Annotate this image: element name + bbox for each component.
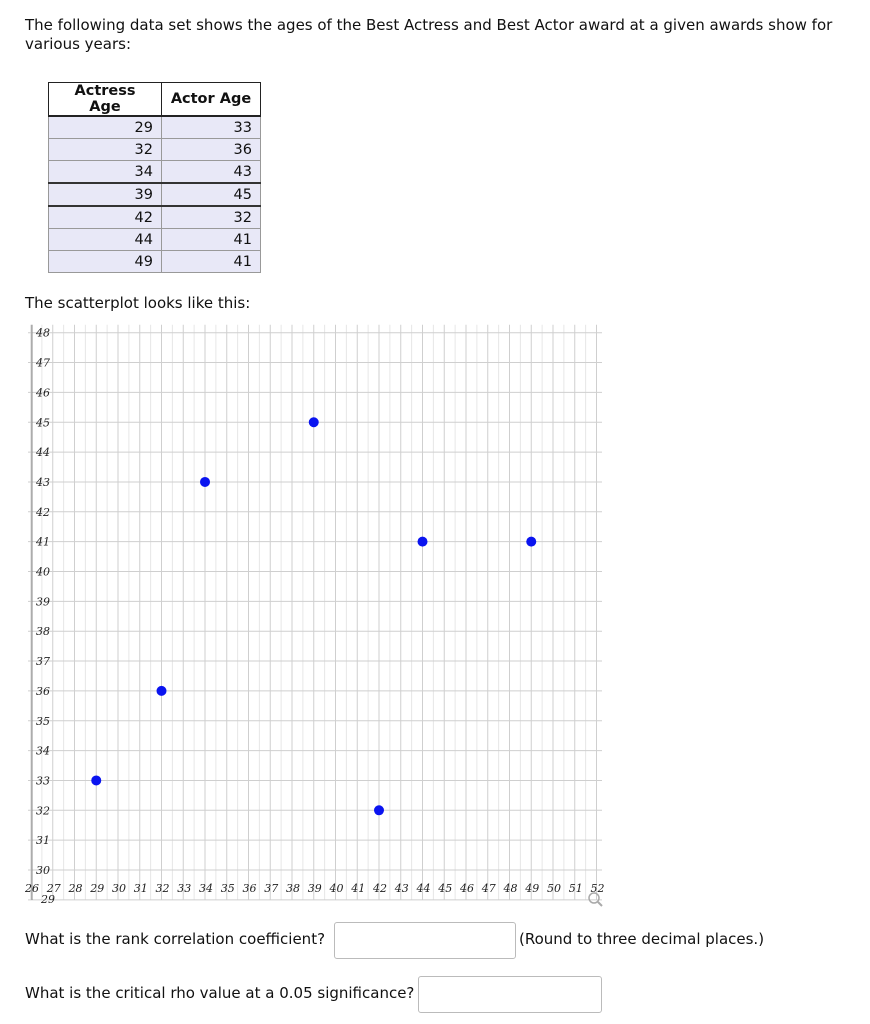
intro-text: The following data set shows the ages of…: [25, 16, 833, 53]
table-row: 32 36: [48, 138, 261, 161]
y-tick-label: 33: [36, 774, 50, 787]
x-tick-label: 36: [243, 882, 257, 895]
table-row: 39 45: [48, 182, 261, 207]
x-tick-label: 38: [286, 882, 300, 895]
actor-age-cell: 41: [161, 228, 261, 251]
column-header-actress-age: Actress Age: [48, 82, 162, 117]
y-tick-label: 30: [36, 864, 50, 877]
x-tick-label: 29: [89, 882, 104, 895]
x-tick-label: 34: [199, 882, 213, 895]
rank-correlation-question: What is the rank correlation coefficient…: [25, 930, 326, 948]
x-tick-label: 41: [350, 882, 365, 895]
actress-age-cell: 42: [48, 205, 162, 229]
actor-age-cell: 41: [161, 250, 261, 273]
data-point: [308, 417, 319, 428]
column-header-actor-age: Actor Age: [161, 82, 261, 117]
x-tick-label: 45: [437, 882, 452, 895]
x-tick-label: 32: [156, 882, 170, 895]
actress-age-cell: 49: [48, 250, 162, 273]
y-tick-label: 46: [35, 386, 50, 399]
actor-age-cell: 36: [161, 138, 261, 161]
y-tick-label: 40: [35, 566, 50, 579]
x-tick-label: 42: [372, 882, 387, 895]
x-tick-label: 43: [394, 882, 409, 895]
actress-age-cell: 34: [48, 160, 162, 184]
table-header-row: Actress Age Actor Age: [48, 82, 261, 117]
actress-age-cell: 44: [48, 228, 162, 251]
y-tick-label: 36: [36, 685, 50, 698]
actor-age-cell: 45: [161, 182, 261, 207]
x-tick-label: 40: [329, 882, 344, 895]
x-tick-label: 31: [134, 882, 148, 895]
critical-rho-input[interactable]: [418, 976, 602, 1013]
y-tick-label: 41: [35, 536, 50, 549]
y-tick-label: 37: [36, 655, 50, 668]
x-origin-label: 29: [40, 893, 55, 906]
data-point: [417, 536, 428, 547]
data-point: [91, 775, 102, 786]
x-tick-label: 44: [416, 882, 431, 895]
data-point: [526, 536, 537, 547]
x-tick-label: 47: [481, 882, 496, 895]
table-row: 42 32: [48, 205, 261, 229]
scatterplot: 30 31 32 33 34 35 36 37 38 39 40 41 42 43 44 45 46 47 48 26…: [24, 324, 605, 907]
plot-caption: The scatterplot looks like this:: [25, 294, 251, 312]
x-tick-label: 51: [569, 882, 583, 895]
x-tick-label: 52: [591, 882, 605, 895]
table-row: 44 41: [48, 228, 261, 251]
y-tick-label: 43: [35, 476, 50, 489]
y-tick-label: 32: [36, 804, 50, 817]
x-tick-label: 39: [308, 882, 322, 895]
y-tick-label: 48: [35, 327, 50, 340]
x-tick-label: 50: [547, 882, 561, 895]
zoom-icon: [588, 892, 600, 904]
actor-age-cell: 33: [161, 115, 261, 139]
y-tick-label: 34: [36, 745, 50, 758]
y-tick-label: 39: [36, 595, 50, 608]
y-tick-label: 35: [36, 715, 50, 728]
zoom-icon-handle: [597, 901, 603, 907]
x-tick-label: 48: [503, 882, 518, 895]
y-tick-label: 44: [35, 446, 50, 459]
actress-age-cell: 39: [48, 182, 162, 207]
table-row: 29 33: [48, 115, 261, 139]
x-tick-label: 30: [112, 882, 126, 895]
actress-age-cell: 32: [48, 138, 162, 161]
y-tick-label: 47: [35, 357, 50, 370]
y-tick-label: 38: [36, 625, 50, 638]
actor-age-cell: 43: [161, 160, 261, 184]
data-table: Actress Age Actor Age 29 33 32 36 34 43 …: [48, 82, 261, 273]
x-tick-label: 49: [524, 882, 539, 895]
x-tick-label: 33: [177, 882, 191, 895]
data-point: [200, 476, 210, 487]
data-point: [156, 685, 167, 696]
table-row: 49 41: [48, 250, 261, 273]
actor-age-cell: 32: [161, 205, 261, 229]
x-tick-label: 35: [221, 882, 235, 895]
data-point: [374, 805, 384, 816]
rank-correlation-input[interactable]: [334, 922, 516, 959]
x-tick-label: 26: [24, 882, 39, 895]
x-tick-label: 46: [459, 882, 474, 895]
y-tick-label: 42: [35, 506, 50, 519]
table-row: 34 43: [48, 160, 261, 184]
critical-rho-question: What is the critical rho value at a 0.05…: [25, 984, 415, 1002]
y-tick-label: 45: [35, 416, 50, 429]
x-tick-label: 27: [46, 882, 61, 895]
x-tick-label: 37: [264, 882, 278, 895]
y-tick-label: 31: [36, 834, 50, 847]
actress-age-cell: 29: [48, 115, 162, 139]
x-tick-label: 28: [68, 882, 83, 895]
rounding-note: (Round to three decimal places.): [519, 930, 765, 948]
